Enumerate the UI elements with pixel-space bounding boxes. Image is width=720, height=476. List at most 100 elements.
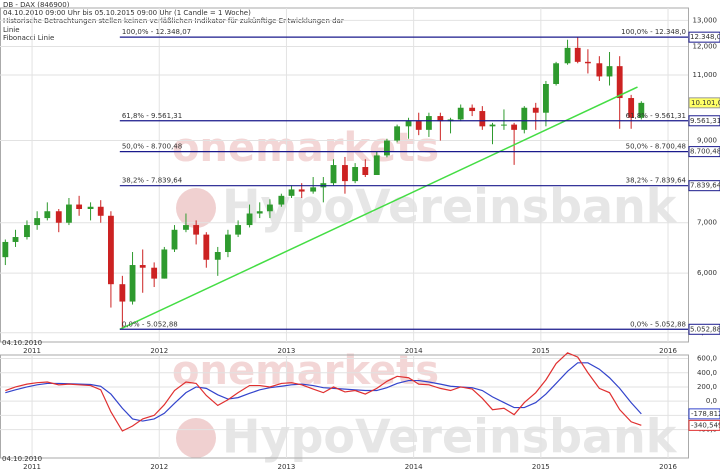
candle-body (638, 102, 645, 118)
x-tick-label: 2011 (23, 347, 41, 355)
price-box (688, 323, 720, 335)
fib-label: 38,2% - 7.839,64 (122, 177, 183, 185)
candle-body (616, 66, 623, 99)
price-box (688, 180, 720, 192)
disclaimer: Historische Betrachtungen stellen keinen… (3, 17, 344, 25)
fib-label: 61,8% - 9.561,31 (626, 112, 686, 120)
x-tick-label: 2014 (405, 463, 423, 471)
candle-body (405, 121, 412, 127)
candle-body (564, 47, 571, 64)
y-tick-label: 13,000 (693, 16, 718, 24)
x-tick-label: 2012 (150, 463, 168, 471)
candle-body (129, 265, 136, 302)
price-box-label: 5.052,88 (690, 325, 720, 333)
legend-entry: Linie (3, 26, 20, 34)
x-tick-label: 2011 (23, 463, 41, 471)
candle-body (511, 124, 518, 130)
candle-body (171, 229, 178, 250)
candle-body (330, 165, 337, 184)
candle-body (107, 215, 114, 285)
candle-body (55, 211, 62, 223)
y-tick-label: 9,000 (697, 137, 717, 145)
candle-body (584, 61, 591, 64)
candle-body (415, 121, 422, 130)
fib-label: 38,2% - 7.839,64 (626, 177, 687, 185)
price-box-label: -340,549 (691, 421, 720, 429)
instrument: DB - DAX (846900) (3, 1, 70, 9)
candle-body (266, 204, 273, 212)
candle-body (489, 124, 496, 127)
candle-body (24, 225, 30, 238)
candle-body (362, 167, 369, 175)
price-box (688, 419, 720, 431)
candle-body (246, 213, 253, 226)
fib-label: 50,0% - 8.700,48 (122, 143, 182, 151)
price-box (688, 31, 720, 43)
start-date-label: 04.10.2010 (2, 455, 42, 463)
candle-body (183, 225, 189, 230)
candle-body (469, 107, 476, 112)
candle-body (256, 211, 263, 214)
candle-body (606, 66, 613, 77)
candle-body (501, 124, 507, 126)
price-box-label: 10.101,0 (691, 99, 720, 107)
candle-body (394, 126, 401, 141)
candle-body (44, 211, 51, 219)
price-box (688, 408, 720, 420)
candle-body (139, 265, 146, 268)
x-tick-label: 2016 (659, 347, 677, 355)
candle-body (628, 98, 635, 118)
y-tick-label: 7,000 (697, 219, 717, 227)
candle-body (342, 165, 348, 182)
x-tick-label: 2013 (278, 463, 296, 471)
price-box (688, 97, 720, 109)
price-box (688, 146, 720, 158)
candle-body (12, 237, 19, 242)
watermark-bank: HypoVereinsbank (222, 410, 678, 464)
price-box-label: 9.561,31 (690, 117, 720, 125)
candle-body (34, 218, 41, 226)
candle-body (596, 63, 603, 77)
x-tick-label: 2016 (659, 463, 677, 471)
candle-body (437, 116, 444, 122)
candle-body (203, 234, 210, 260)
price-box-label: -178,812 (691, 410, 720, 418)
candle-body (2, 241, 9, 258)
candle-body (352, 167, 359, 182)
candle-body (425, 116, 432, 130)
candle-body (532, 107, 539, 113)
candle-body (161, 249, 168, 279)
x-tick-label: 2015 (532, 463, 550, 471)
candle-body (214, 252, 221, 260)
x-tick-label: 2013 (278, 347, 296, 355)
candle-body (384, 140, 390, 156)
fib-label: 61,8% - 9.561,31 (122, 112, 182, 120)
fib-label: 50,0% - 8.700,48 (626, 143, 686, 151)
candle-body (97, 206, 104, 216)
watermark-logo (176, 418, 216, 458)
candle-body (225, 234, 231, 253)
y-tick-label: 11,000 (693, 71, 718, 79)
fib-label: 0,0% - 5.052,88 (122, 320, 178, 328)
price-box (688, 115, 720, 127)
candle-body (235, 225, 242, 235)
candle-body (66, 204, 72, 223)
x-tick-label: 2014 (405, 347, 423, 355)
y-tick-label: 200,0 (697, 383, 717, 391)
trend-line (119, 86, 638, 330)
candle-body (278, 195, 285, 205)
candle-body (479, 111, 486, 127)
candle-body (298, 189, 305, 192)
candle-body (521, 107, 528, 130)
candle-body (119, 284, 126, 302)
watermark-bank: HypoVereinsbank (222, 180, 678, 234)
price-box-label: 7.839,64 (690, 182, 720, 190)
period: 04.10.2010 09:00 Uhr bis 05.10.2015 09:0… (3, 9, 251, 17)
candle-body (87, 206, 94, 209)
legend-entry: Fibonacci Linie (3, 34, 54, 42)
plot-area (0, 354, 689, 459)
price-box-label: 12.348,07 (690, 33, 720, 41)
candle-body (151, 267, 158, 279)
